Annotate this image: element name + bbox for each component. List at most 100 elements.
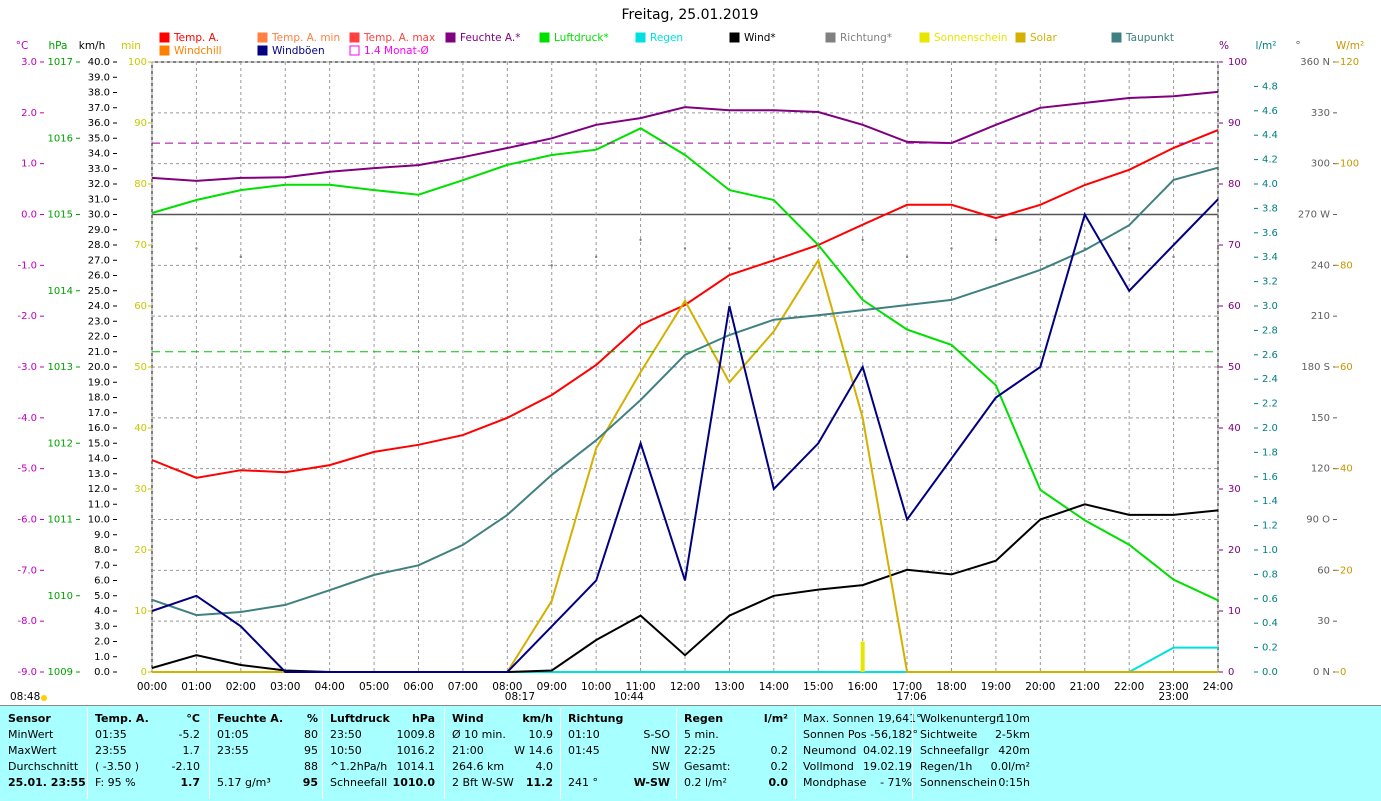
- x-tick-label: 20:00: [1025, 681, 1055, 693]
- legend-label: Richtung*: [840, 32, 892, 44]
- y-tick-label: 6.0: [94, 576, 110, 587]
- y-tick-label: 0.8: [1262, 569, 1278, 580]
- stats-value: 420m: [998, 744, 1030, 757]
- y-tick-label: 60: [1228, 301, 1241, 312]
- y-tick-label: 34.0: [88, 149, 110, 160]
- y-tick-label: 2.4: [1262, 374, 1278, 385]
- series-line: [151, 127, 1219, 602]
- stats-cell: 23:55: [217, 744, 249, 757]
- axis-label: °C: [16, 40, 29, 52]
- y-tick-label: 9.0: [94, 530, 110, 541]
- y-tick-label: 0.2: [1262, 643, 1278, 654]
- y-tick-label: 0.0: [21, 210, 37, 221]
- y-tick-label: 13.0: [88, 469, 110, 480]
- y-tick-label: -4.0: [17, 413, 37, 424]
- stats-header: Sensor: [8, 712, 51, 725]
- y-tick-label: 180 S: [1301, 362, 1330, 373]
- y-tick-label: 70: [134, 240, 147, 251]
- x-tick-label: 18:00: [936, 681, 966, 693]
- stats-value: 0.2: [770, 760, 789, 773]
- stats-value: SW: [652, 760, 670, 773]
- y-tick-label: 3.6: [1262, 228, 1278, 239]
- y-tick-label: 39.0: [88, 72, 110, 83]
- legend-marker: [1111, 32, 1122, 43]
- stats-header: l/m²: [763, 712, 788, 725]
- legend-label: Taupunkt: [1125, 32, 1174, 44]
- chart: Freitag, 25.01.2019 °C -9.0 -8.0 -7.0 -6.0 -5…: [10, 7, 1364, 703]
- legend-label: Windböen: [272, 45, 325, 57]
- legend-label: Sonnenschein: [934, 32, 1007, 44]
- legend-label: Regen: [650, 32, 683, 44]
- y-tick-label: 30: [1228, 484, 1241, 495]
- legend-marker: [257, 32, 268, 43]
- stats-value: 10.9: [528, 728, 554, 741]
- y-tick-label: 0.0: [1262, 667, 1278, 678]
- stats-header: Luftdruck: [330, 712, 390, 725]
- stats-value: NW: [650, 744, 670, 757]
- direction-dot: [1127, 247, 1131, 250]
- stats-value: W-SW: [633, 776, 670, 789]
- y-tick-label: 27.0: [88, 255, 110, 266]
- y-tick-label: 32.0: [88, 179, 110, 190]
- y-tick-label: 1.8: [1262, 447, 1278, 458]
- y-tick-label: 1009: [48, 667, 73, 678]
- stats-cell: Mondphase: [803, 776, 867, 789]
- y-tick-label: 0: [141, 667, 147, 678]
- stats-value: 1016.2: [396, 744, 436, 757]
- x-tick-label: 13:00: [714, 681, 744, 693]
- stats-panel: Sensor MinWert MaxWert Durchschnitt 25.01. 2…: [0, 705, 1381, 801]
- y-tick-label: 16.0: [88, 423, 110, 434]
- legend-marker: [919, 32, 930, 43]
- direction-dot: [1039, 238, 1042, 242]
- x-tick-label: 15:00: [803, 681, 833, 693]
- annotation: 17:06: [896, 691, 927, 703]
- y-tick-label: 20.0: [88, 362, 110, 373]
- stats-cell: Schneefallgr: [920, 744, 989, 757]
- stats-header: Feuchte A.: [217, 712, 284, 725]
- stats-header: %: [306, 712, 318, 725]
- x-tick-label: 00:00: [137, 681, 167, 693]
- y-tick-label: 3.0: [1262, 301, 1278, 312]
- legend-marker: [539, 32, 550, 43]
- direction-dot: [550, 264, 553, 267]
- y-tick-label: 40: [1228, 423, 1241, 434]
- stats-cell: 2 Bft W-SW: [452, 776, 514, 789]
- stats-value: S-SO: [643, 728, 670, 741]
- stats-cell: MinWert: [8, 728, 54, 741]
- y-tick-label: 1.2: [1262, 521, 1278, 532]
- stats-value: 1010.0: [392, 776, 435, 789]
- stats-header: °C: [186, 712, 200, 725]
- separator: [676, 708, 677, 799]
- y-tick-label: 1016: [48, 133, 73, 144]
- stats-cell: Gesamt:: [684, 760, 731, 773]
- stats-value: 19.02.19: [863, 760, 912, 773]
- y-tick-label: 11.0: [88, 499, 110, 510]
- stats-value: 95: [304, 744, 318, 757]
- x-tick-label: 09:00: [537, 681, 567, 693]
- y-tick-label: 4.8: [1262, 81, 1278, 92]
- y-tick-label: 1012: [48, 438, 73, 449]
- stats-cell: 264.6 km: [452, 760, 505, 773]
- sunshine-bar: [860, 641, 865, 672]
- y-tick-label: 80: [134, 179, 147, 190]
- stats-cell: 10:50: [330, 744, 362, 757]
- stats-cell: Ø 10 min.: [452, 728, 506, 741]
- y-tick-label: 210: [1311, 311, 1330, 322]
- y-tick-label: 1.4: [1262, 496, 1278, 507]
- y-tick-label: 35.0: [88, 133, 110, 144]
- separator: [209, 708, 210, 799]
- x-tick-label: 23:00: [1158, 681, 1188, 693]
- y-tick-label: 100: [128, 57, 147, 68]
- legend-label: Temp. A.: [173, 32, 219, 44]
- legend-label: 1.4 Monat-Ø: [364, 45, 429, 57]
- direction-dot: [639, 238, 642, 242]
- y-tick-label: 50: [1228, 362, 1241, 373]
- y-tick-label: 31.0: [88, 194, 110, 205]
- y-tick-label: 3.0: [94, 621, 110, 632]
- stats-value: 4.0: [535, 760, 554, 773]
- direction-dot: [861, 238, 864, 242]
- y-tick-label: 330: [1311, 108, 1330, 119]
- y-tick-label: 1015: [48, 210, 73, 221]
- stats-value: 95: [302, 776, 318, 789]
